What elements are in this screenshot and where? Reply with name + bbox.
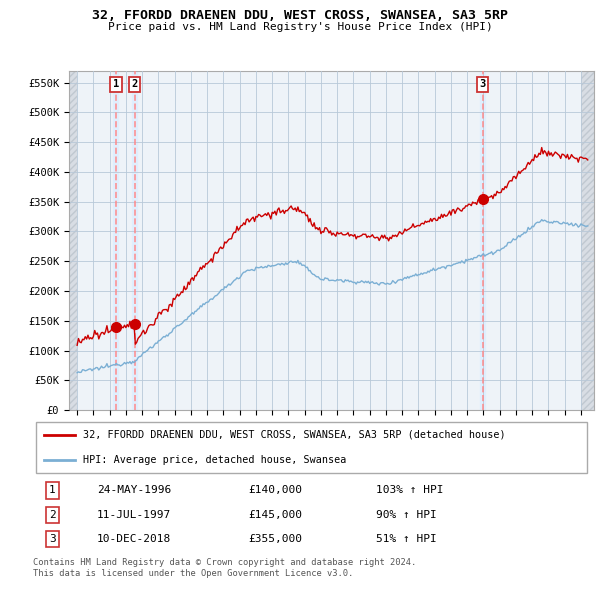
Text: 11-JUL-1997: 11-JUL-1997 [97, 510, 172, 520]
Text: 3: 3 [49, 534, 56, 544]
Text: 24-MAY-1996: 24-MAY-1996 [97, 486, 172, 496]
FancyBboxPatch shape [36, 422, 587, 473]
Bar [132, 71, 137, 410]
Text: This data is licensed under the Open Government Licence v3.0.: This data is licensed under the Open Gov… [33, 569, 353, 578]
Bar [581, 71, 594, 410]
Text: 2: 2 [131, 79, 138, 89]
Text: 1: 1 [113, 79, 119, 89]
Text: Contains HM Land Registry data © Crown copyright and database right 2024.: Contains HM Land Registry data © Crown c… [33, 558, 416, 566]
Text: £355,000: £355,000 [248, 534, 302, 544]
Text: £140,000: £140,000 [248, 486, 302, 496]
Text: 90% ↑ HPI: 90% ↑ HPI [376, 510, 437, 520]
Text: 103% ↑ HPI: 103% ↑ HPI [376, 486, 443, 496]
Bar [480, 71, 485, 410]
Text: 10-DEC-2018: 10-DEC-2018 [97, 534, 172, 544]
Bar [113, 71, 118, 410]
Text: 2: 2 [49, 510, 56, 520]
Text: £145,000: £145,000 [248, 510, 302, 520]
Text: Price paid vs. HM Land Registry's House Price Index (HPI): Price paid vs. HM Land Registry's House … [107, 22, 493, 32]
Text: 32, FFORDD DRAENEN DDU, WEST CROSS, SWANSEA, SA3 5RP: 32, FFORDD DRAENEN DDU, WEST CROSS, SWAN… [92, 9, 508, 22]
Text: 3: 3 [479, 79, 486, 89]
Bar [69, 71, 77, 410]
Text: 51% ↑ HPI: 51% ↑ HPI [376, 534, 437, 544]
Text: 32, FFORDD DRAENEN DDU, WEST CROSS, SWANSEA, SA3 5RP (detached house): 32, FFORDD DRAENEN DDU, WEST CROSS, SWAN… [83, 430, 506, 440]
Text: HPI: Average price, detached house, Swansea: HPI: Average price, detached house, Swan… [83, 455, 347, 465]
Text: 1: 1 [49, 486, 56, 496]
